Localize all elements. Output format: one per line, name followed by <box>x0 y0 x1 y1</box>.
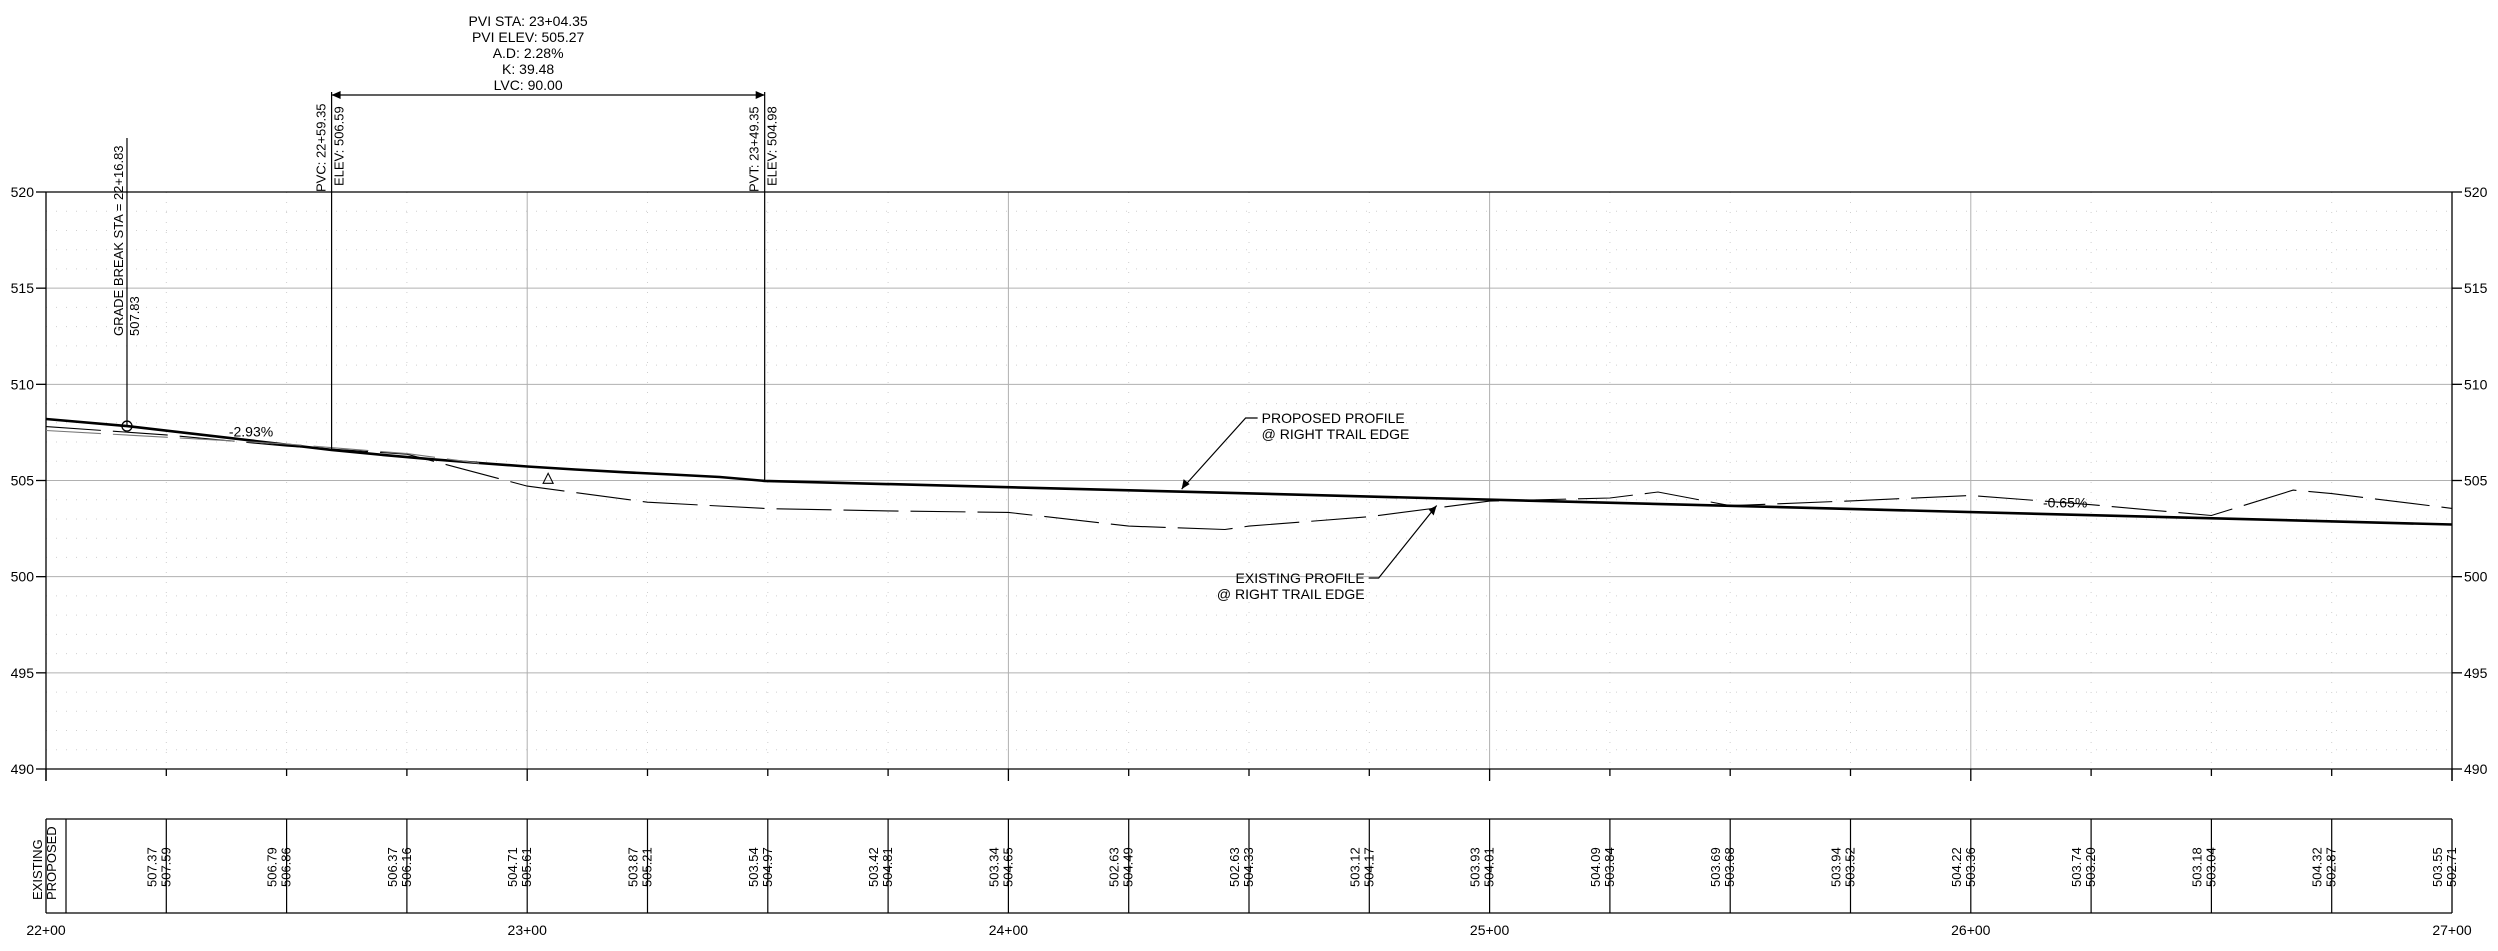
station-label: 27+00 <box>2432 922 2472 938</box>
curve-data-line: LVC: 90.00 <box>494 77 563 93</box>
pvt-elev-label: ELEV: 504.98 <box>765 106 780 186</box>
band-proposed-value: 503.52 <box>1843 847 1858 887</box>
existing-callout-leader <box>1368 505 1438 579</box>
band-existing-value: 506.37 <box>385 847 400 887</box>
y-tick-label-right: 510 <box>2464 376 2488 392</box>
existing-callout-title: EXISTING PROFILE <box>1236 570 1365 586</box>
elevation-band: EXISTING PROPOSED 507.37 507.59 506.79 506.86… <box>26 818 2472 938</box>
pvi-marker <box>542 472 555 484</box>
grade-label: -0.65% <box>2043 494 2087 510</box>
band-proposed-value: 505.21 <box>640 847 655 887</box>
band-existing-value: 502.63 <box>1227 847 1242 887</box>
band-proposed-value: 504.33 <box>1241 847 1256 887</box>
band-proposed-value: 504.97 <box>760 847 775 887</box>
band-proposed-value: 503.20 <box>2083 847 2098 887</box>
y-tick-label-right: 495 <box>2464 665 2488 681</box>
band-proposed-value: 503.36 <box>1963 847 1978 887</box>
proposed-profile-line <box>45 417 2453 526</box>
station-label: 23+00 <box>508 922 548 938</box>
grade-break-elev: 507.83 <box>127 296 142 336</box>
y-tick-label-left: 515 <box>11 280 35 296</box>
station-label: 22+00 <box>26 922 66 938</box>
curve-data-line: PVI ELEV: 505.27 <box>472 29 585 45</box>
band-proposed-value: 503.84 <box>1602 847 1617 887</box>
existing-callout-subtitle: @ RIGHT TRAIL EDGE <box>1217 586 1365 602</box>
band-existing-value: 503.94 <box>1829 847 1844 887</box>
annotations: -2.93% -0.65% GRADE BREAK STA = 22+16.83 50… <box>111 13 2087 602</box>
band-existing-value: 503.87 <box>626 847 641 887</box>
band-existing-value: 503.74 <box>2069 847 2084 887</box>
band-header-existing: EXISTING <box>30 839 45 900</box>
pvc-station-label: PVC: 22+59.35 <box>314 103 329 192</box>
band-proposed-value: 504.49 <box>1121 847 1136 887</box>
y-tick-label-left: 520 <box>11 184 35 200</box>
band-existing-value: 504.22 <box>1949 847 1964 887</box>
band-proposed-value: 503.68 <box>1722 847 1737 887</box>
existing-callout-arrow <box>1428 505 1437 516</box>
band-existing-value: 503.34 <box>986 847 1001 887</box>
band-proposed-value: 504.81 <box>880 847 895 887</box>
band-existing-value: 506.79 <box>265 847 280 887</box>
band-existing-value: 504.09 <box>1588 847 1603 887</box>
grade-label: -2.93% <box>229 423 273 439</box>
band-proposed-value: 502.87 <box>2324 847 2339 887</box>
proposed-callout-title: PROPOSED PROFILE <box>1262 410 1405 426</box>
station-label: 24+00 <box>989 922 1029 938</box>
band-existing-value: 504.32 <box>2310 847 2325 887</box>
band-existing-value: 503.54 <box>746 847 761 887</box>
band-existing-value: 502.63 <box>1107 847 1122 887</box>
band-header-proposed: PROPOSED <box>44 826 59 900</box>
y-tick-label-left: 500 <box>11 569 35 585</box>
station-label: 26+00 <box>1951 922 1991 938</box>
band-proposed-value: 503.04 <box>2203 847 2218 887</box>
axis-labels: 490 490 495 495 500 500 505 505 510 510 515 515 520 5… <box>11 184 2488 781</box>
band-proposed-value: 506.16 <box>399 847 414 887</box>
pvc-elev-label: ELEV: 506.59 <box>332 106 347 186</box>
band-proposed-value: 502.71 <box>2444 847 2459 887</box>
band-existing-value: 503.55 <box>2430 847 2445 887</box>
grade-break-label: GRADE BREAK STA = 22+16.83 <box>111 145 126 336</box>
y-tick-label-right: 490 <box>2464 761 2488 777</box>
band-existing-value: 507.37 <box>144 847 159 887</box>
y-tick-label-right: 520 <box>2464 184 2488 200</box>
band-existing-value: 503.12 <box>1347 847 1362 887</box>
band-proposed-value: 504.17 <box>1361 847 1376 887</box>
band-existing-value: 503.69 <box>1708 847 1723 887</box>
secondary-existing-line <box>45 429 480 464</box>
station-label: 25+00 <box>1470 922 1510 938</box>
y-tick-label-left: 490 <box>11 761 35 777</box>
y-tick-label-left: 510 <box>11 376 35 392</box>
band-existing-value: 503.42 <box>866 847 881 887</box>
curve-data-line: PVI STA: 23+04.35 <box>469 13 588 29</box>
dimension-arrow-right <box>755 91 765 99</box>
band-existing-value: 504.71 <box>505 847 520 887</box>
band-proposed-value: 506.86 <box>279 847 294 887</box>
y-tick-label-left: 505 <box>11 473 35 489</box>
y-tick-label-left: 495 <box>11 665 35 681</box>
band-existing-value: 503.93 <box>1468 847 1483 887</box>
proposed-callout-leader <box>1181 417 1258 490</box>
band-existing-value: 503.18 <box>2189 847 2204 887</box>
band-proposed-value: 507.59 <box>158 847 173 887</box>
proposed-callout-subtitle: @ RIGHT TRAIL EDGE <box>1262 426 1410 442</box>
dimension-arrow-left <box>331 91 341 99</box>
y-tick-label-right: 505 <box>2464 473 2488 489</box>
y-tick-label-right: 515 <box>2464 280 2488 296</box>
curve-data-line: A.D: 2.28% <box>493 45 564 61</box>
band-proposed-value: 504.01 <box>1482 847 1497 887</box>
grid <box>45 191 2453 770</box>
pvt-station-label: PVT: 23+49.35 <box>747 106 762 192</box>
band-proposed-value: 505.61 <box>519 847 534 887</box>
proposed-callout-arrow <box>1181 479 1190 490</box>
curve-data-line: K: 39.48 <box>502 61 554 77</box>
y-tick-label-right: 500 <box>2464 569 2488 585</box>
band-proposed-value: 504.65 <box>1000 847 1015 887</box>
